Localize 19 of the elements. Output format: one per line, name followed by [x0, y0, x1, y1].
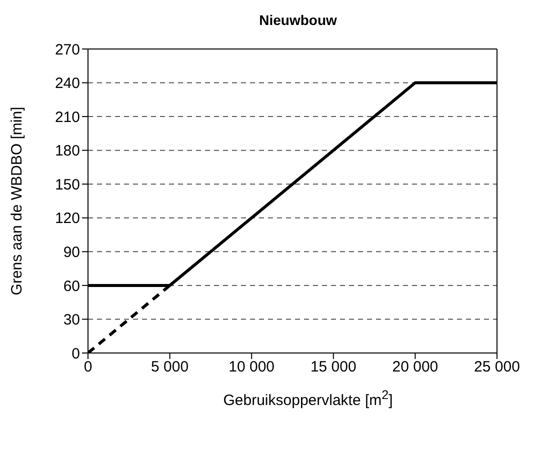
y-tick-label: 120 [54, 210, 80, 228]
y-tick-label: 210 [54, 108, 80, 126]
chart-title: Nieuwbouw [258, 11, 338, 28]
y-tick-label: 240 [54, 75, 80, 92]
x-tick-label: 0 [84, 358, 92, 376]
x-tick-label: 5 000 [151, 358, 189, 376]
y-tick-label: 270 [54, 41, 80, 58]
y-tick-label: 30 [63, 312, 80, 329]
y-tick-label: 60 [63, 278, 80, 295]
y-tick-label: 90 [63, 244, 80, 261]
y-tick-label: 0 [72, 345, 80, 362]
x-axis-title: Gebruiksoppervlakte [m$^{2}$] [222, 388, 394, 409]
x-tick-label: 10 000 [228, 358, 275, 376]
x-tick-label: 20 000 [392, 358, 438, 376]
x-tick-label: 15 000 [310, 358, 356, 376]
x-tick-label: 25 000 [474, 358, 520, 376]
y-axis-title: Grens aan de WBDBO [min] [8, 106, 26, 296]
y-tick-label: 150 [54, 176, 80, 194]
y-tick-label: 180 [54, 142, 80, 160]
